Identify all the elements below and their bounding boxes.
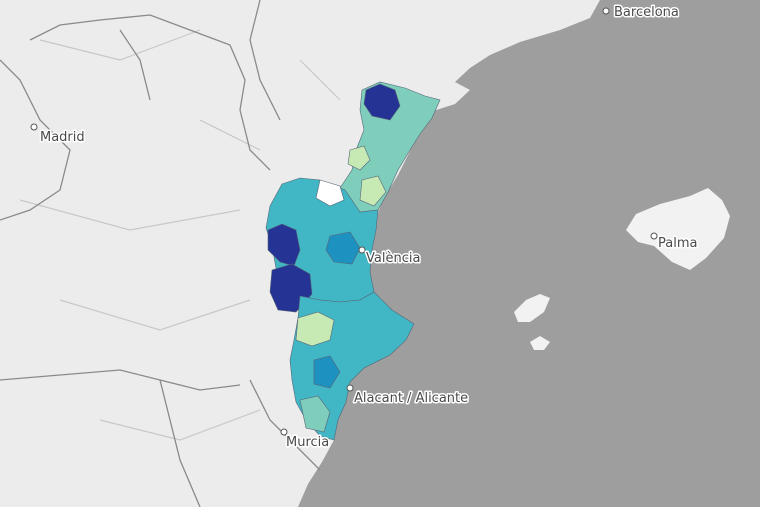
city-marker-dot — [602, 7, 610, 15]
region-south-mid[interactable] — [313, 355, 341, 389]
region-west-dark[interactable] — [267, 223, 301, 267]
region-center-mid[interactable] — [325, 231, 361, 265]
road-lines — [19, 29, 341, 441]
city-label: Madrid — [40, 130, 85, 145]
city-palma[interactable]: Palma — [650, 232, 699, 253]
city-marker-dot — [346, 384, 354, 392]
region-borders — [0, 0, 321, 507]
city-barcelona[interactable]: Barcelona — [602, 4, 680, 22]
region-south-light[interactable] — [295, 311, 335, 347]
city-label: Murcia — [286, 435, 329, 450]
region-interior-white[interactable] — [315, 179, 345, 207]
city-madrid[interactable]: Madrid — [30, 123, 86, 147]
city-valencia[interactable]: València — [358, 246, 422, 268]
region-coast-light[interactable] — [359, 175, 387, 207]
city-marker-dot — [280, 428, 288, 436]
city-alicante[interactable]: Alacant / Alicante — [346, 384, 470, 408]
city-marker-dot — [358, 246, 366, 254]
valencian-community-choropleth[interactable] — [265, 81, 441, 441]
ibiza-island — [514, 294, 550, 322]
city-label: Barcelona — [614, 5, 679, 20]
city-murcia[interactable]: Murcia — [280, 428, 331, 452]
city-label: Palma — [658, 236, 697, 251]
city-marker-dot — [30, 123, 38, 131]
region-interior-light[interactable] — [347, 145, 371, 171]
city-label: Alacant / Alicante — [354, 391, 468, 406]
region-alicante-light[interactable] — [299, 395, 331, 433]
formentera-island — [530, 336, 550, 350]
city-marker-dot — [650, 232, 658, 240]
region-north-dark[interactable] — [363, 83, 401, 121]
mallorca-island — [626, 188, 730, 270]
city-label: València — [366, 251, 420, 266]
